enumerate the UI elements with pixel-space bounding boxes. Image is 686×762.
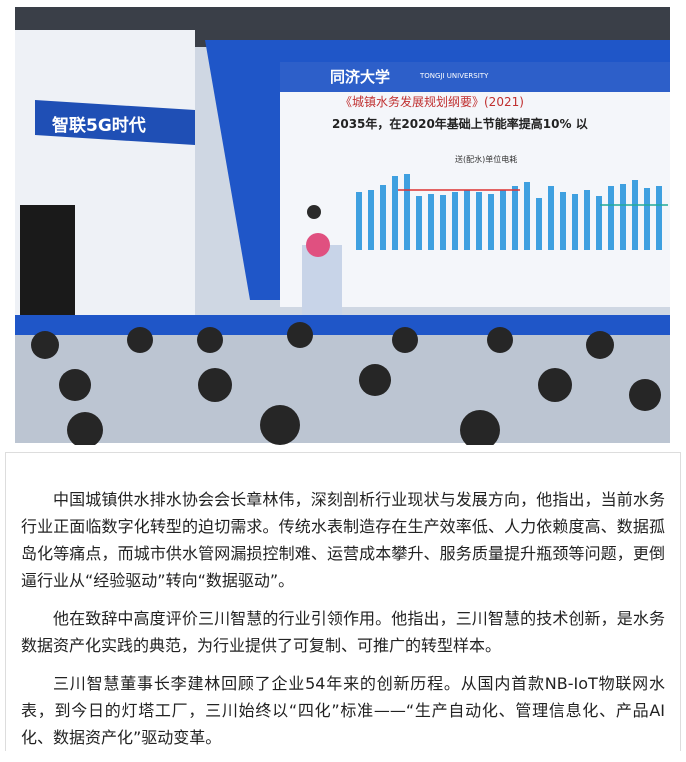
banner: 智联5G时代 [52,115,146,136]
screen-logo: 同济大学 [330,68,390,86]
paragraph: 中国城镇供水排水协会会长章林伟，深刻剖析行业现状与发展方向，他指出，当前水务行业… [21,490,665,590]
screen-subtitle: 2035年，在2020年基础上节能率提高10% 以 [332,116,588,131]
screen-title: 《城镇水务发展规划纲要》(2021) [340,94,524,109]
paragraph: 他在致辞中高度评价三川智慧的行业引领作用。他指出，三川智慧的技术创新，是水务数据… [21,609,665,655]
content-frame [5,452,681,751]
photo: 同济大学 TONGJI UNIVERSITY 《城镇水务发展规划纲要》(2021… [15,7,670,445]
article-body: 中国城镇供水排水协会会长章林伟，深刻剖析行业现状与发展方向，他指出，当前水务行业… [21,486,665,762]
paragraph: 三川智慧董事长李建林回顾了企业54年来的创新历程。从国内首款NB-IoT物联网水… [21,674,665,747]
screen-logo-en: TONGJI UNIVERSITY [419,72,489,80]
screen-chart-title: 送(配水)单位电耗 [455,154,517,164]
